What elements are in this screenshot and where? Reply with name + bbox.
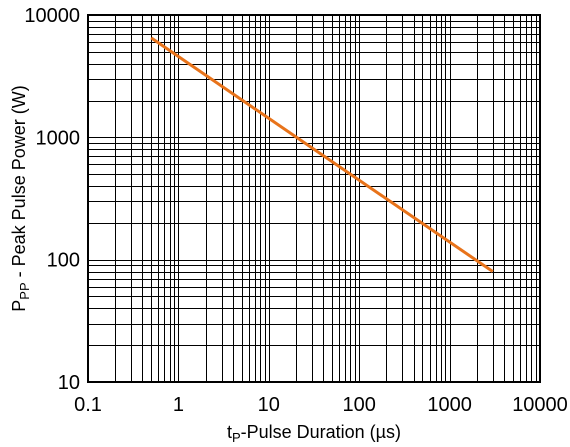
x-tick-label: 1 (173, 394, 184, 416)
y-tick-label: 1000 (36, 127, 81, 149)
y-axis-title: PPP - Peak Pulse Power (W) (9, 85, 32, 311)
series-layer (150, 36, 494, 273)
x-axis-title: tP-Pulse Duration (µs) (227, 422, 401, 445)
x-tick-label: 0.1 (74, 394, 102, 416)
tick-label-layer: 0.1 1 10 100 1000 10000 10 100 1000 10000 (24, 5, 567, 416)
x-tick-label: 100 (343, 394, 376, 416)
x-tick-label: 10 (258, 394, 280, 416)
x-tick-label: 10000 (512, 394, 568, 416)
series-line (150, 36, 494, 273)
x-tick-label: 1000 (427, 394, 472, 416)
y-tick-label: 100 (47, 250, 80, 272)
y-tick-label: 10000 (24, 5, 80, 27)
grid-layer (88, 15, 540, 382)
plot-frame (87, 14, 541, 383)
y-tick-label: 10 (58, 372, 80, 394)
